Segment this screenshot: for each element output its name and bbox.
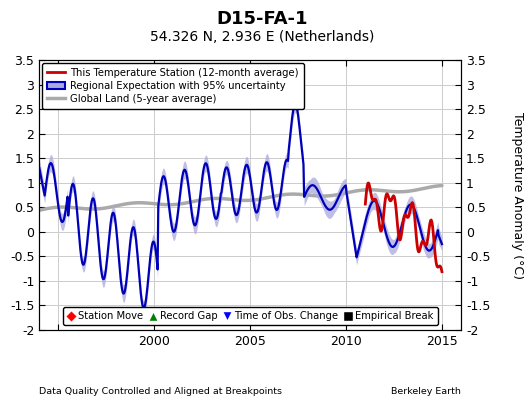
- Text: Berkeley Earth: Berkeley Earth: [391, 387, 461, 396]
- Text: 54.326 N, 2.936 E (Netherlands): 54.326 N, 2.936 E (Netherlands): [150, 30, 374, 44]
- Legend: Station Move, Record Gap, Time of Obs. Change, Empirical Break: Station Move, Record Gap, Time of Obs. C…: [62, 307, 438, 325]
- Text: Data Quality Controlled and Aligned at Breakpoints: Data Quality Controlled and Aligned at B…: [39, 387, 282, 396]
- Text: D15-FA-1: D15-FA-1: [216, 10, 308, 28]
- Y-axis label: Temperature Anomaly (°C): Temperature Anomaly (°C): [511, 112, 524, 278]
